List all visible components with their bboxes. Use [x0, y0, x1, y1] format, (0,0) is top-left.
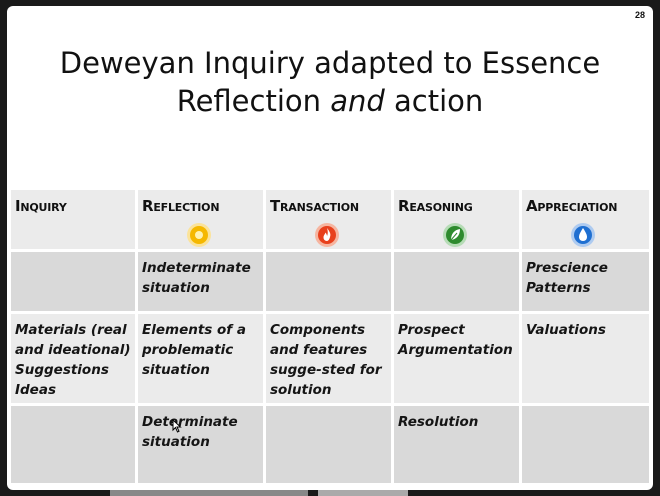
- header-reflection: Reflection: [138, 190, 263, 249]
- inquiry-table: Inquiry Reflection Transaction Reasoning: [11, 190, 649, 483]
- leaf-icon: [443, 223, 467, 247]
- video-thumbnail-strip: [318, 490, 408, 496]
- table-cell: Valuations: [522, 314, 649, 403]
- table-cell: [266, 252, 391, 311]
- header-transaction: Transaction: [266, 190, 391, 249]
- title-line-1: Deweyan Inquiry adapted to Essence: [59, 46, 601, 80]
- mouse-cursor-icon: [172, 419, 182, 433]
- header-reasoning: Reasoning: [394, 190, 519, 249]
- slide-title: Deweyan Inquiry adapted to Essence Refle…: [7, 44, 653, 120]
- sun-icon: [187, 223, 211, 247]
- water-drop-icon: [571, 223, 595, 247]
- table-cell: Elements of a problematic situation: [138, 314, 263, 403]
- video-thumbnail-strip: [110, 490, 308, 496]
- header-inquiry: Inquiry: [11, 190, 135, 249]
- table-cell: [266, 406, 391, 483]
- table-cell: Components and features sugge-sted for s…: [266, 314, 391, 403]
- table-cell: Prospect Argumentation: [394, 314, 519, 403]
- table-cell: [11, 406, 135, 483]
- flame-icon: [315, 223, 339, 247]
- slide-number: 28: [634, 10, 645, 20]
- title-line-2: Reflection and action: [176, 84, 484, 118]
- table-cell: Determinate situation: [138, 406, 263, 483]
- table-cell: [522, 406, 649, 483]
- table-cell: Materials (real and ideational) Suggesti…: [11, 314, 135, 403]
- table-cell: Resolution: [394, 406, 519, 483]
- slide: 28 Deweyan Inquiry adapted to Essence Re…: [7, 6, 653, 490]
- header-appreciation: Appreciation: [522, 190, 649, 249]
- table-cell: Prescience Patterns: [522, 252, 649, 311]
- table-cell: [394, 252, 519, 311]
- table-cell: [11, 252, 135, 311]
- table-cell: Indeterminate situation: [138, 252, 263, 311]
